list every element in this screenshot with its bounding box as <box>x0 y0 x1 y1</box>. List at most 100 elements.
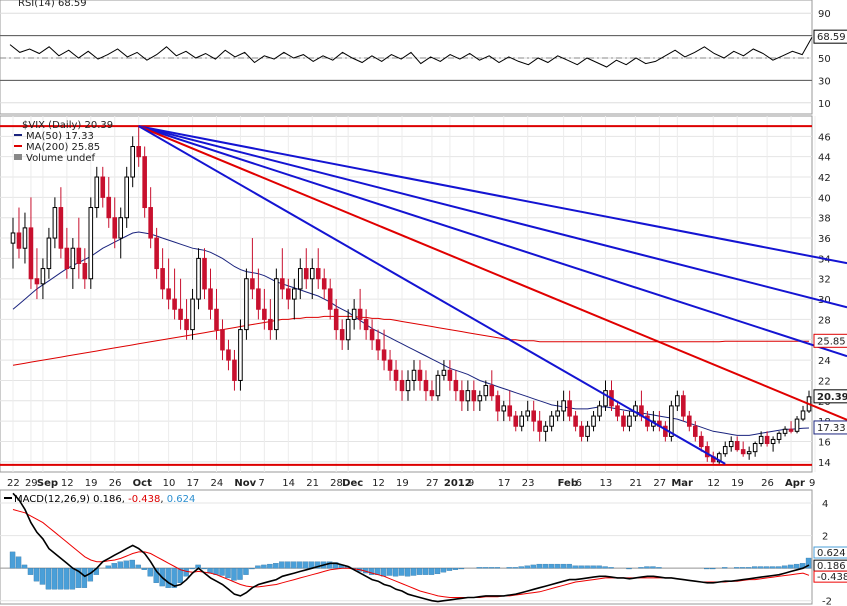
candle-down <box>513 415 519 427</box>
macd-histogram-bar <box>763 566 770 569</box>
candle-down <box>417 369 423 381</box>
macd-histogram-bar <box>428 568 435 575</box>
x-tick-label: 29 <box>25 478 38 489</box>
macd-histogram-bar <box>710 568 716 570</box>
ma50-value-box <box>813 420 847 435</box>
x-tick-label: 24 <box>210 478 223 489</box>
macd-histogram-bar <box>165 568 171 588</box>
macd-histogram-bar <box>273 563 279 569</box>
candle-down <box>681 395 686 417</box>
macd-histogram-bar <box>141 568 147 570</box>
x-tick-label: 26 <box>761 478 774 489</box>
price-tick-label: 24 <box>818 356 831 367</box>
rsi-tick-label: 30 <box>818 76 831 87</box>
candle-down <box>154 237 159 270</box>
candle-up <box>441 369 447 376</box>
candle-down <box>453 379 459 392</box>
macd-histogram-bar <box>267 563 273 569</box>
macd-histogram-bar <box>590 565 596 569</box>
candle-up <box>244 278 249 331</box>
macd-legend-macd: 0.186 <box>93 494 122 505</box>
rsi-tick-label: 50 <box>818 54 831 65</box>
candle-down <box>303 268 309 280</box>
candle-down <box>698 435 704 448</box>
macd-histogram-bar <box>740 567 746 569</box>
x-tick-label: 27 <box>426 478 439 489</box>
legend-volume: Volume undef <box>26 153 96 164</box>
candle-up <box>603 390 608 407</box>
candle-down <box>537 420 542 432</box>
macd-histogram-bar <box>111 563 117 569</box>
macd-histogram-bar <box>757 566 764 569</box>
candle-down <box>214 308 219 331</box>
macd-histogram-bar <box>512 567 518 569</box>
price-tick-label: 16 <box>818 437 831 448</box>
candle-down <box>369 329 375 341</box>
macd-histogram-bar <box>410 568 417 576</box>
ma200-value-label: 25.85 <box>817 336 846 347</box>
candle-up <box>722 446 728 455</box>
candle-down <box>178 308 183 320</box>
candle-down <box>621 415 626 427</box>
candle-up <box>525 410 531 417</box>
x-tick-label: 13 <box>600 478 613 489</box>
candle-up <box>501 405 507 412</box>
candle-up <box>46 237 52 270</box>
macd-histogram-bar <box>560 563 566 569</box>
macd-histogram-bar <box>243 568 249 575</box>
candle-down <box>136 146 141 158</box>
legend-symbol: $VIX (Daily) 20.39 <box>22 120 113 131</box>
macd-histogram-bar <box>422 568 429 575</box>
price-tick-label: 14 <box>818 458 831 469</box>
candle-up <box>351 308 357 320</box>
candle-down <box>381 349 387 361</box>
macd-histogram-bar <box>398 568 405 576</box>
candle-up <box>22 227 28 249</box>
macd-histogram-bar <box>189 568 195 570</box>
macd-histogram-bar <box>416 568 423 575</box>
candle-down <box>148 207 153 239</box>
macd-histogram-bar <box>279 561 285 569</box>
x-tick-label: 2012 <box>444 478 472 489</box>
macd-histogram-bar <box>494 567 501 569</box>
macd-histogram-bar <box>81 568 88 588</box>
macd-histogram-bar <box>105 565 111 569</box>
macd-histogram-bar <box>488 567 495 569</box>
x-tick-label: 23 <box>522 478 535 489</box>
legend-ma200: MA(200) 25.85 <box>26 142 100 153</box>
candle-up <box>297 268 303 290</box>
candle-up <box>435 374 441 397</box>
candle-down <box>387 359 393 371</box>
candle-up <box>130 146 135 178</box>
candle-down <box>208 288 213 310</box>
candle-down <box>692 425 698 437</box>
macd-hist-box <box>813 546 847 559</box>
macd-histogram-bar <box>249 568 255 570</box>
candle-down <box>339 329 345 341</box>
macd-histogram-bar <box>51 568 58 590</box>
candle-down <box>76 247 82 264</box>
candle-down <box>573 415 578 427</box>
candle-up <box>94 176 100 209</box>
macd-histogram-bar <box>237 568 243 580</box>
macd-histogram-bar <box>392 568 399 577</box>
macd-histogram-bar <box>135 564 141 569</box>
candle-down <box>106 196 112 219</box>
ma50-value-label: 17.33 <box>817 423 846 434</box>
candle-up <box>669 405 674 437</box>
candle-up <box>88 207 94 280</box>
candle-up <box>770 438 776 445</box>
macd-histogram-bar <box>9 551 16 569</box>
candle-down <box>399 379 405 392</box>
candle-up <box>776 432 782 440</box>
candle-down <box>740 449 746 455</box>
macd-histogram-bar <box>315 561 321 569</box>
candle-up <box>238 329 243 381</box>
macd-histogram-bar <box>608 567 614 569</box>
macd-histogram-bar <box>787 564 794 569</box>
macd-histogram-bar <box>153 568 159 583</box>
candle-down <box>232 359 237 381</box>
x-tick-label: 19 <box>85 478 98 489</box>
